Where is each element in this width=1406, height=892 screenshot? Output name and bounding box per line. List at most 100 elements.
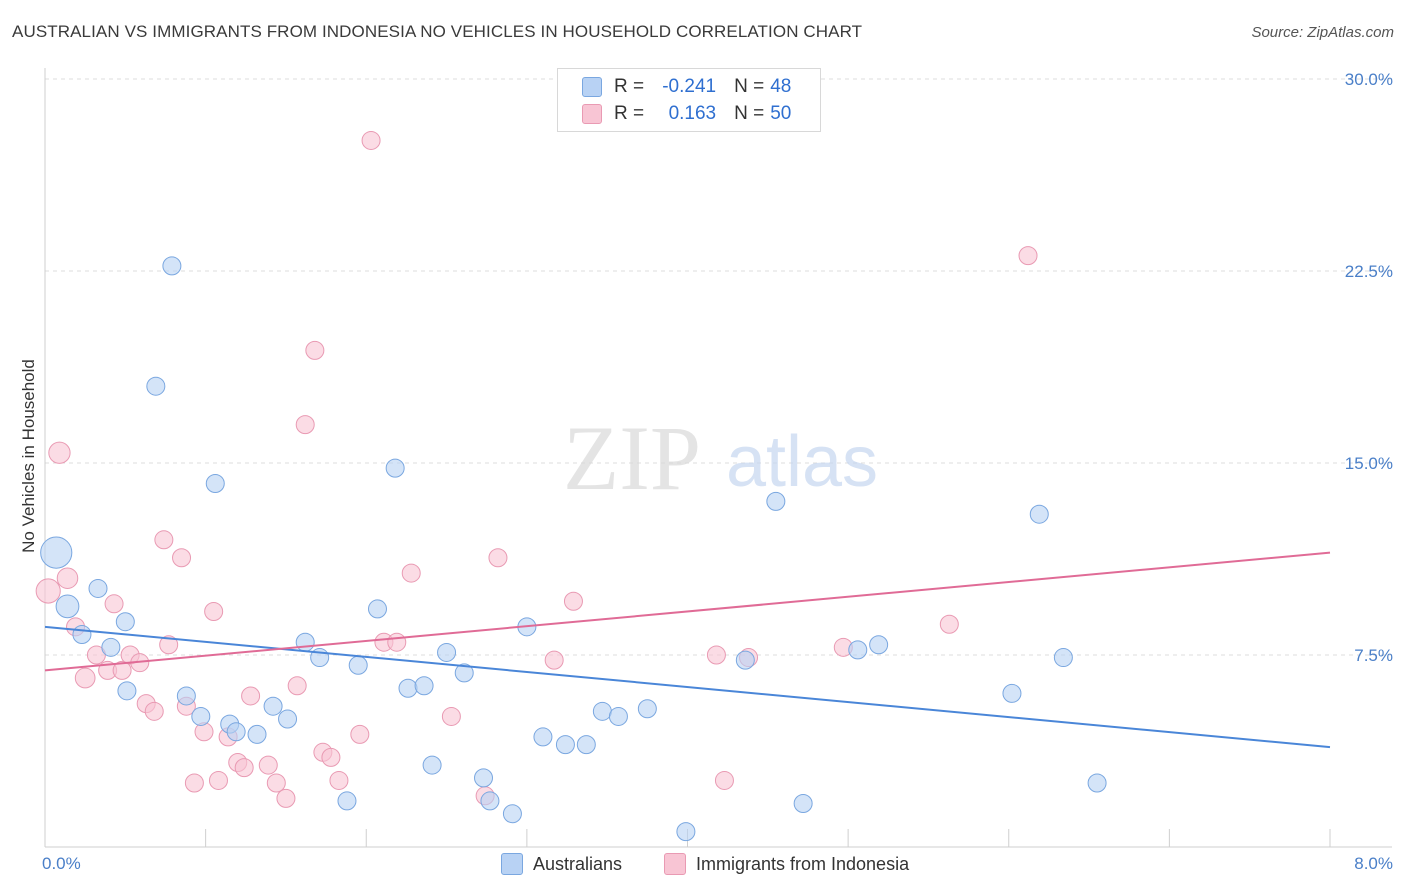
point-australians — [637, 699, 657, 719]
point-australians — [295, 632, 315, 652]
legend-swatch-australians — [582, 77, 602, 97]
point-indonesia — [276, 788, 296, 808]
point-australians — [367, 599, 387, 619]
point-australians — [101, 637, 121, 657]
r-label: R = — [614, 103, 645, 124]
point-indonesia — [48, 441, 71, 464]
y-tick-label: 22.5% — [1345, 262, 1393, 281]
point-indonesia — [208, 770, 228, 790]
y-tick-label: 15.0% — [1345, 454, 1393, 473]
chart-title: AUSTRALIAN VS IMMIGRANTS FROM INDONESIA … — [12, 22, 863, 41]
x-tick-label: 8.0% — [1354, 854, 1393, 873]
stats-legend: R = -0.241 N = 48 R = 0.163 N = 50 — [557, 68, 821, 132]
trend-line-indonesia — [44, 551, 1331, 672]
point-indonesia — [714, 770, 734, 790]
point-australians — [146, 376, 166, 396]
legend-row-australians: R = -0.241 N = 48 — [582, 75, 791, 99]
point-australians — [422, 755, 442, 775]
point-indonesia — [387, 632, 407, 652]
point-australians — [162, 256, 182, 276]
point-australians — [263, 696, 283, 716]
legend-label-indonesia: Immigrants from Indonesia — [696, 853, 910, 874]
point-indonesia — [172, 548, 192, 568]
n-label: N = — [734, 103, 765, 124]
n-value: 50 — [770, 103, 792, 124]
point-australians — [454, 663, 474, 683]
point-australians — [88, 578, 108, 598]
data-points — [35, 130, 1107, 842]
point-australians — [337, 791, 357, 811]
tick-labels: 7.5% 15.0% 22.5% 30.0% 0.0% 8.0% — [42, 70, 1393, 873]
point-indonesia — [305, 340, 325, 360]
source-label: Source: ZipAtlas.com — [1251, 24, 1394, 41]
y-axis-label: No Vehicles in Household — [19, 359, 38, 553]
point-australians — [533, 727, 553, 747]
point-indonesia — [544, 650, 564, 670]
point-indonesia — [321, 747, 341, 767]
watermark-zip: ZIP — [563, 407, 701, 509]
axes — [44, 68, 1392, 848]
point-indonesia — [184, 773, 204, 793]
r-value: -0.241 — [662, 76, 717, 97]
point-indonesia — [488, 548, 508, 568]
point-australians — [205, 473, 225, 493]
point-indonesia — [350, 724, 370, 744]
point-indonesia — [159, 635, 179, 655]
point-indonesia — [266, 773, 286, 793]
x-tick-label: 0.0% — [42, 854, 81, 873]
r-label: R = — [614, 76, 645, 97]
point-indonesia — [241, 686, 261, 706]
point-australians — [176, 686, 196, 706]
point-australians — [398, 678, 418, 698]
point-australians — [1087, 773, 1107, 793]
point-australians — [576, 735, 596, 755]
point-australians — [414, 676, 434, 696]
point-indonesia — [329, 770, 349, 790]
point-australians — [592, 701, 612, 721]
point-indonesia — [1018, 246, 1038, 266]
watermark-atlas: atlas — [726, 422, 878, 502]
legend-label-australians: Australians — [533, 853, 623, 874]
point-australians — [72, 625, 92, 645]
point-australians — [40, 536, 73, 569]
point-australians — [766, 491, 786, 511]
point-indonesia — [563, 591, 583, 611]
n-label: N = — [734, 76, 765, 97]
point-indonesia — [35, 578, 61, 604]
point-australians — [191, 706, 211, 726]
point-indonesia — [144, 701, 164, 721]
series-legend-indonesia: Immigrants from Indonesia — [664, 851, 909, 877]
series-legend-australians: Australians — [501, 851, 622, 877]
point-australians — [117, 681, 137, 701]
n-value: 48 — [770, 76, 792, 97]
point-australians — [1053, 648, 1073, 668]
point-australians — [608, 706, 628, 726]
point-indonesia — [441, 706, 461, 726]
y-tick-label: 7.5% — [1354, 646, 1393, 665]
point-australians — [1002, 683, 1022, 703]
point-indonesia — [112, 660, 132, 680]
point-australians — [247, 724, 267, 744]
gridlines — [45, 78, 1392, 656]
point-indonesia — [234, 758, 254, 778]
legend-swatch-australians — [501, 853, 523, 875]
point-indonesia — [401, 563, 421, 583]
point-australians — [226, 722, 246, 742]
point-australians — [348, 655, 368, 675]
point-indonesia — [706, 645, 726, 665]
point-indonesia — [258, 755, 278, 775]
point-indonesia — [295, 415, 315, 435]
point-indonesia — [939, 614, 959, 634]
point-australians — [480, 791, 500, 811]
y-tick-label: 30.0% — [1345, 70, 1393, 89]
point-australians — [555, 735, 575, 755]
r-value: 0.163 — [668, 103, 717, 124]
point-australians — [1029, 504, 1049, 524]
trend-lines — [44, 551, 1331, 749]
legend-swatch-indonesia — [582, 104, 602, 124]
point-australians — [278, 709, 298, 729]
point-indonesia — [287, 676, 307, 696]
point-australians — [793, 793, 813, 813]
point-australians — [676, 822, 696, 842]
